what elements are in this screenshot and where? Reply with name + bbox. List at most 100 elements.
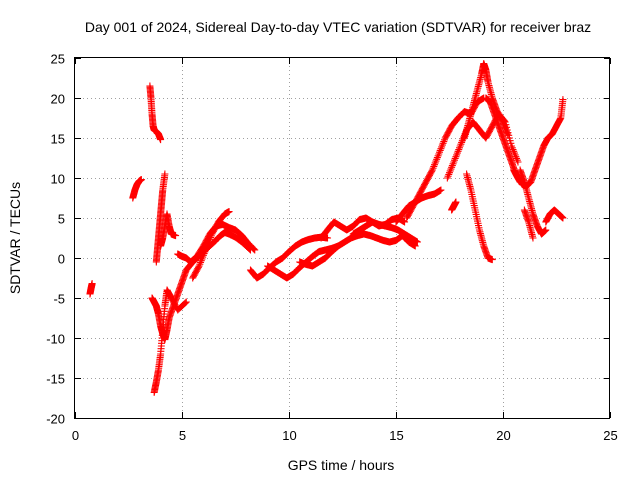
data-point: [401, 218, 409, 226]
axis-ticks: 0 5 10 15 20 25 -20 -15 -10 -5 0 5 10 15 20 25: [46, 52, 618, 444]
series-track-v: [510, 96, 567, 190]
y-tick-label: 20: [51, 92, 65, 107]
data-point: [413, 238, 421, 246]
data-point: [199, 253, 207, 261]
x-tick-label: 25: [603, 428, 617, 443]
data-point: [198, 255, 206, 263]
data-point: [324, 234, 332, 242]
data-point: [225, 208, 233, 216]
x-tick-label: 0: [72, 428, 79, 443]
data-point: [559, 214, 567, 222]
data-point: [436, 148, 444, 156]
data-point: [452, 198, 460, 206]
series-track-j: [246, 233, 332, 282]
y-tick-label: -10: [46, 332, 65, 347]
x-tick-label: 20: [496, 428, 510, 443]
data-point: [432, 157, 440, 165]
data-point: [513, 156, 521, 164]
data-point: [428, 166, 436, 174]
series-track-s: [460, 60, 511, 142]
data-point: [434, 152, 442, 160]
data-point: [450, 156, 458, 164]
data-point: [431, 159, 439, 167]
y-tick-label: 15: [51, 132, 65, 147]
data-point: [430, 162, 438, 170]
data-point: [437, 145, 445, 153]
data-point: [207, 232, 215, 240]
data-point: [433, 154, 441, 162]
data-point: [453, 151, 461, 159]
series-track-n: [349, 218, 421, 246]
data-point: [452, 153, 460, 161]
data-point: [249, 245, 257, 253]
data-point: [429, 164, 437, 172]
data-points: [86, 60, 567, 396]
data-point: [529, 234, 537, 242]
data-point: [511, 151, 519, 159]
data-point: [161, 170, 169, 178]
data-point: [488, 256, 496, 264]
series-track-r: [448, 198, 460, 214]
data-point: [431, 161, 439, 169]
data-point: [436, 146, 444, 154]
data-point: [202, 246, 210, 254]
data-point: [450, 158, 458, 166]
y-tick-label: -15: [46, 372, 65, 387]
data-point: [202, 244, 210, 252]
data-point: [438, 141, 446, 149]
data-point: [199, 251, 207, 259]
data-point: [203, 242, 211, 250]
series-track-t: [463, 170, 496, 264]
data-point: [559, 96, 567, 104]
data-point: [182, 298, 190, 306]
x-tick-label: 10: [282, 428, 296, 443]
data-point: [444, 172, 452, 180]
data-point: [200, 250, 208, 258]
y-tick-label: 10: [51, 172, 65, 187]
data-point: [197, 258, 205, 266]
series-track-l: [296, 230, 419, 270]
data-point: [181, 299, 189, 307]
data-point: [157, 136, 165, 144]
data-point: [456, 142, 464, 150]
data-point: [449, 160, 457, 168]
data-point: [194, 263, 202, 271]
data-point: [441, 136, 449, 144]
data-point: [453, 149, 461, 157]
data-point: [510, 147, 518, 155]
data-point: [438, 143, 446, 151]
series-track-x: [520, 206, 537, 242]
data-point: [458, 138, 466, 146]
data-point: [512, 153, 520, 161]
data-point: [443, 174, 451, 182]
data-point: [207, 234, 215, 242]
data-point: [542, 226, 550, 234]
data-point: [513, 154, 521, 162]
data-point: [205, 237, 213, 245]
data-point: [204, 241, 212, 249]
data-point: [455, 146, 463, 154]
series-track-b: [129, 176, 145, 202]
data-point: [446, 169, 453, 177]
data-point: [435, 150, 443, 158]
y-tick-label: 5: [58, 212, 65, 227]
data-point: [437, 186, 445, 194]
y-tick-label: 0: [58, 252, 65, 267]
data-point: [446, 167, 454, 175]
series-track-e: [150, 286, 190, 396]
data-point: [196, 260, 204, 268]
data-point: [197, 257, 205, 265]
data-point: [445, 170, 453, 178]
data-point: [251, 246, 259, 254]
data-point: [440, 138, 448, 146]
series-track-y: [542, 206, 567, 226]
data-point: [447, 165, 455, 173]
data-point: [250, 245, 258, 253]
data-point: [451, 154, 459, 162]
x-axis-label: GPS time / hours: [288, 457, 395, 473]
data-point: [455, 144, 463, 152]
series-track-w: [516, 166, 550, 238]
y-tick-label: -20: [46, 412, 65, 427]
data-point: [428, 167, 436, 175]
data-point: [448, 162, 456, 170]
